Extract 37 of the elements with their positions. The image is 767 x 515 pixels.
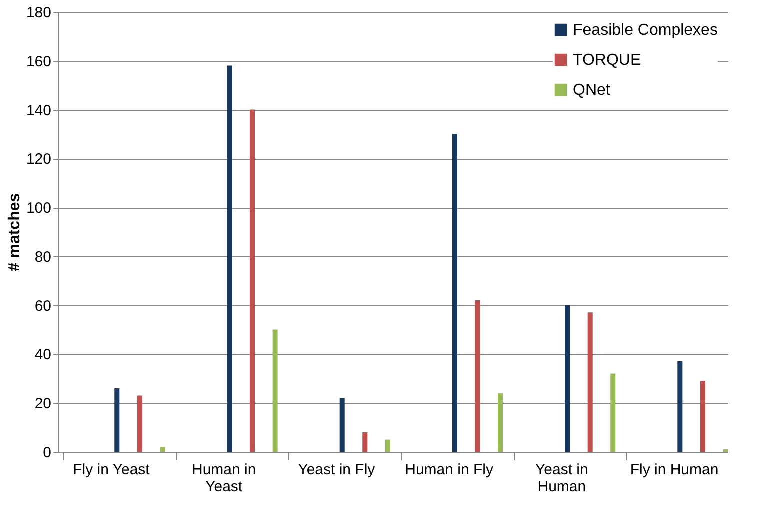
bar xyxy=(137,396,142,452)
bar xyxy=(114,388,120,452)
y-tick-label: 20 xyxy=(34,396,52,413)
y-tick-label: 0 xyxy=(43,444,52,462)
x-tick-label: Yeast in Human xyxy=(535,462,588,496)
y-tick-label: 160 xyxy=(26,53,52,70)
bar xyxy=(250,110,256,452)
bar xyxy=(272,330,278,452)
bar xyxy=(565,305,570,452)
y-tick-label: 100 xyxy=(26,200,52,218)
x-tick-label: Human in Fly xyxy=(405,462,494,478)
legend-label: QNet xyxy=(573,82,611,99)
y-tick-label: 80 xyxy=(34,248,52,266)
x-tick-label: Yeast in Fly xyxy=(298,462,376,478)
bar xyxy=(475,300,480,452)
x-tick-label: Fly in Human xyxy=(630,462,719,478)
bar xyxy=(385,440,390,452)
bar xyxy=(160,447,166,452)
y-tick-label: 140 xyxy=(26,102,52,120)
y-tick-label: 40 xyxy=(34,346,52,364)
bar xyxy=(227,66,232,452)
y-tick-label: 60 xyxy=(34,298,52,315)
bar xyxy=(610,374,616,452)
y-axis-title: # matches xyxy=(6,193,24,272)
bar xyxy=(678,362,683,452)
bar xyxy=(362,432,368,452)
bar xyxy=(700,381,706,452)
y-tick-label: 180 xyxy=(26,4,52,22)
legend-label: TORQUE xyxy=(573,52,642,69)
y-tick-label: 120 xyxy=(26,151,52,168)
x-tick-label: Fly in Yeast xyxy=(73,462,151,478)
bar xyxy=(452,134,458,452)
legend-label: Feasible Complexes xyxy=(573,22,718,39)
bar xyxy=(340,398,345,452)
bar xyxy=(498,393,504,452)
bar xyxy=(588,312,593,452)
x-tick-label: Human in Yeast xyxy=(192,462,256,496)
